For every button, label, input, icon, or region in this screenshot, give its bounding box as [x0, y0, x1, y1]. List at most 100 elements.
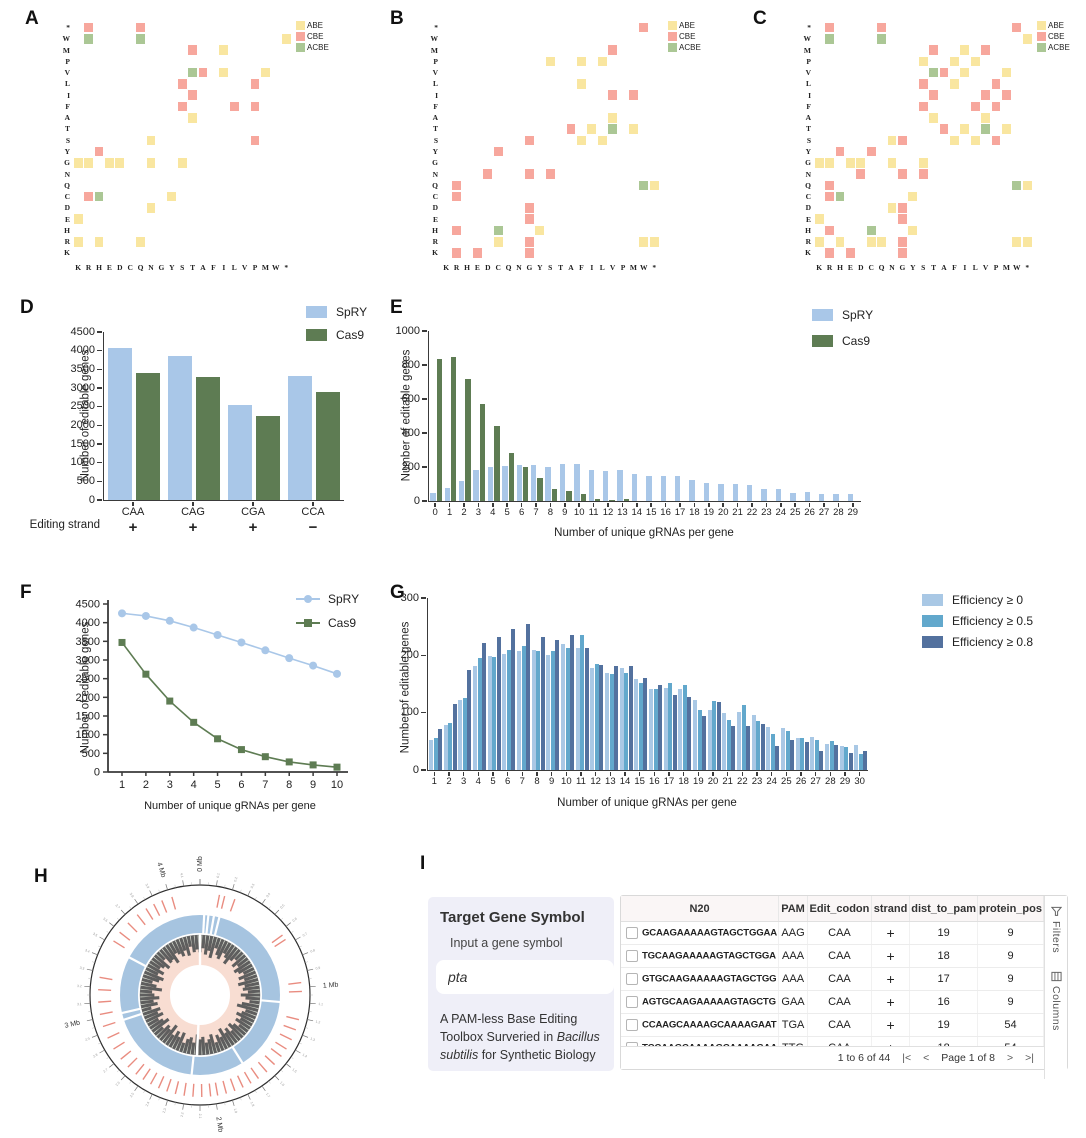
matrix-row-label: R — [805, 237, 811, 247]
table-pagination: 1 to 6 of 44 |< < Page 1 of 8 > >| — [621, 1046, 1044, 1069]
prev-page-button[interactable]: < — [923, 1052, 930, 1064]
x-tick — [708, 502, 710, 507]
svg-text:1 Mb: 1 Mb — [323, 982, 339, 990]
bar-spry — [660, 476, 666, 501]
cbe-swatch — [1037, 32, 1046, 41]
y-tick-label: 1000 — [70, 456, 95, 469]
columns-tool-button[interactable]: Columns — [1050, 971, 1062, 1031]
bar-spry — [574, 464, 580, 501]
matrix-col-label: H — [837, 262, 843, 272]
row-checkbox[interactable] — [626, 927, 638, 939]
matrix-col-label: L — [599, 262, 605, 272]
matrix-row-label: T — [64, 124, 70, 134]
x-tick — [668, 771, 670, 776]
row-checkbox[interactable] — [626, 973, 638, 985]
matrix-cell — [991, 79, 1001, 89]
matrix-cell — [608, 112, 617, 123]
gene-symbol-input[interactable] — [436, 960, 614, 994]
matrix-cell — [866, 236, 876, 247]
bar-eff0 — [663, 688, 668, 770]
svg-text:3.7: 3.7 — [114, 903, 120, 909]
matrix-col-label: N — [889, 262, 895, 272]
x-tick-label: 27 — [810, 776, 821, 787]
acbe-label: ACBE — [1048, 43, 1070, 52]
f-legend: SpRY Cas9 — [296, 592, 359, 639]
bar-eff0 — [502, 654, 507, 770]
x-tick — [736, 502, 739, 507]
matrix-cell — [525, 248, 534, 258]
matrix-row-label: D — [805, 203, 811, 213]
column-header-strand[interactable]: strand — [871, 896, 911, 922]
column-header-pam[interactable]: PAM — [778, 896, 808, 922]
x-tick — [712, 771, 714, 776]
matrix-legend-item: CBE — [668, 31, 701, 42]
next-page-button[interactable]: > — [1007, 1052, 1014, 1064]
cell-edit_codon: CAA — [807, 967, 872, 991]
y-tick — [97, 331, 102, 333]
column-header-dist_to_pam[interactable]: dist_to_pam — [909, 896, 979, 922]
matrix-cell — [887, 135, 897, 146]
matrix-row-label: G — [805, 158, 811, 168]
first-page-button[interactable]: |< — [902, 1052, 912, 1064]
x-tick — [252, 501, 254, 506]
matrix-row-label: K — [64, 248, 70, 258]
bar-eff05 — [492, 657, 497, 770]
matrix-cell — [146, 158, 156, 168]
x-tick-label: 20 — [717, 507, 729, 518]
table-row: GCAAGAAAAAGTAGCTGGAA AAG CAA +19 9 — [621, 921, 1044, 945]
filters-tool-button[interactable]: Filters — [1050, 906, 1062, 953]
matrix-col-label: L — [231, 262, 237, 272]
card-title: Target Gene Symbol — [440, 909, 585, 926]
cell-pam: AAG — [778, 921, 808, 945]
svg-text:10: 10 — [331, 779, 343, 791]
row-checkbox[interactable] — [626, 1019, 638, 1031]
matrix-cell — [825, 34, 834, 44]
y-tick — [421, 769, 426, 771]
matrix-cell — [525, 203, 534, 213]
row-checkbox[interactable] — [626, 996, 638, 1008]
matrix-col-label: I — [590, 262, 594, 272]
x-tick-label: 4 — [490, 507, 496, 518]
svg-text:3: 3 — [167, 779, 173, 791]
x-tick — [550, 771, 553, 776]
column-header-n20[interactable]: N20 — [621, 896, 780, 922]
y-tick — [422, 398, 427, 400]
cas9-label: Cas9 — [336, 328, 365, 342]
bar-eff08 — [658, 685, 662, 770]
matrix-cell — [493, 146, 503, 157]
x-tick — [726, 771, 729, 776]
matrix-cell — [866, 146, 876, 157]
matrix-row-label: A — [805, 113, 811, 123]
matrix-cell — [452, 180, 461, 191]
bar-eff05 — [858, 753, 863, 770]
cbe-swatch — [296, 32, 305, 41]
x-tick-label: 9 — [562, 507, 568, 518]
acbe-swatch — [1037, 43, 1046, 52]
matrix-row-label: I — [67, 90, 70, 100]
x-tick — [520, 502, 523, 507]
bar-cas9 — [523, 467, 529, 501]
svg-text:3.8: 3.8 — [129, 892, 135, 898]
n20-cell: TGCAAGAAAAAGTAGCTGGA — [621, 944, 780, 968]
column-header-protein_pos[interactable]: protein_pos — [977, 896, 1044, 922]
eff05-label: Efficiency ≥ 0.5 — [952, 614, 1034, 628]
x-tick — [578, 502, 580, 507]
matrix-cell — [105, 158, 114, 168]
matrix-cell — [597, 135, 607, 146]
x-tick-label: 3 — [461, 776, 467, 787]
bar-eff0 — [443, 725, 448, 770]
matrix-cell — [950, 56, 959, 67]
bar-eff08 — [716, 701, 721, 770]
column-header-edit_codon[interactable]: Edit_codon — [807, 896, 872, 922]
matrix-cell — [566, 124, 576, 134]
row-checkbox[interactable] — [626, 950, 638, 962]
matrix-cell — [73, 236, 83, 247]
bar-eff05 — [756, 720, 761, 770]
last-page-button[interactable]: >| — [1025, 1052, 1034, 1064]
matrix-row-label: G — [64, 158, 70, 168]
cell-pam: GAA — [778, 990, 808, 1014]
svg-text:7: 7 — [262, 779, 268, 791]
matrix-col-label: G — [899, 262, 906, 272]
matrix-row-label: Y — [432, 146, 438, 156]
matrix-cell — [1012, 22, 1022, 33]
